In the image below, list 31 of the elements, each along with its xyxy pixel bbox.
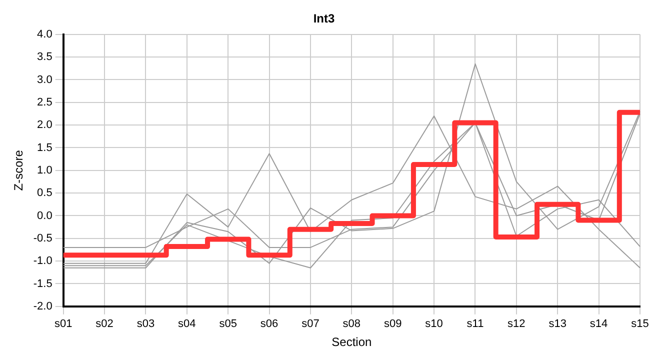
x-tick-label: s02 [96, 318, 114, 330]
x-tick-label: s09 [384, 318, 402, 330]
y-tick-label: -2.0 [33, 300, 52, 312]
y-tick-label: 4.0 [37, 28, 52, 40]
x-tick-label: s11 [466, 318, 484, 330]
x-tick-label: s04 [178, 318, 196, 330]
x-tick-label: s15 [631, 318, 649, 330]
chart-title: Int3 [313, 12, 335, 26]
y-tick-label: -0.5 [33, 232, 52, 244]
x-tick-label: s05 [219, 318, 237, 330]
y-tick-label: 0.5 [37, 187, 52, 200]
y-tick-label: -1.0 [33, 255, 52, 268]
x-tick-label: s13 [548, 318, 566, 330]
y-tick-label: 2.5 [37, 96, 52, 108]
x-tick-label: s08 [342, 318, 361, 330]
y-axis-title: Z-score [12, 150, 26, 191]
x-tick-label: s06 [260, 318, 278, 330]
y-tick-label: 3.5 [37, 51, 52, 64]
y-tick-label: 1.0 [37, 164, 52, 176]
x-tick-label: s10 [425, 318, 443, 330]
x-tick-label: s12 [508, 318, 526, 330]
x-tick-label: s14 [590, 318, 608, 330]
y-tick-label: 2.0 [37, 119, 52, 132]
x-tick-label: s03 [136, 318, 155, 330]
y-tick-label: 0.0 [37, 210, 52, 222]
y-tick-label: 3.0 [37, 74, 52, 86]
y-tick-label: -1.5 [33, 278, 52, 290]
x-axis-title: Section [332, 335, 372, 350]
x-tick-label: s01 [54, 318, 72, 330]
y-tick-label: 1.5 [37, 142, 52, 154]
x-tick-label: s07 [302, 318, 320, 330]
